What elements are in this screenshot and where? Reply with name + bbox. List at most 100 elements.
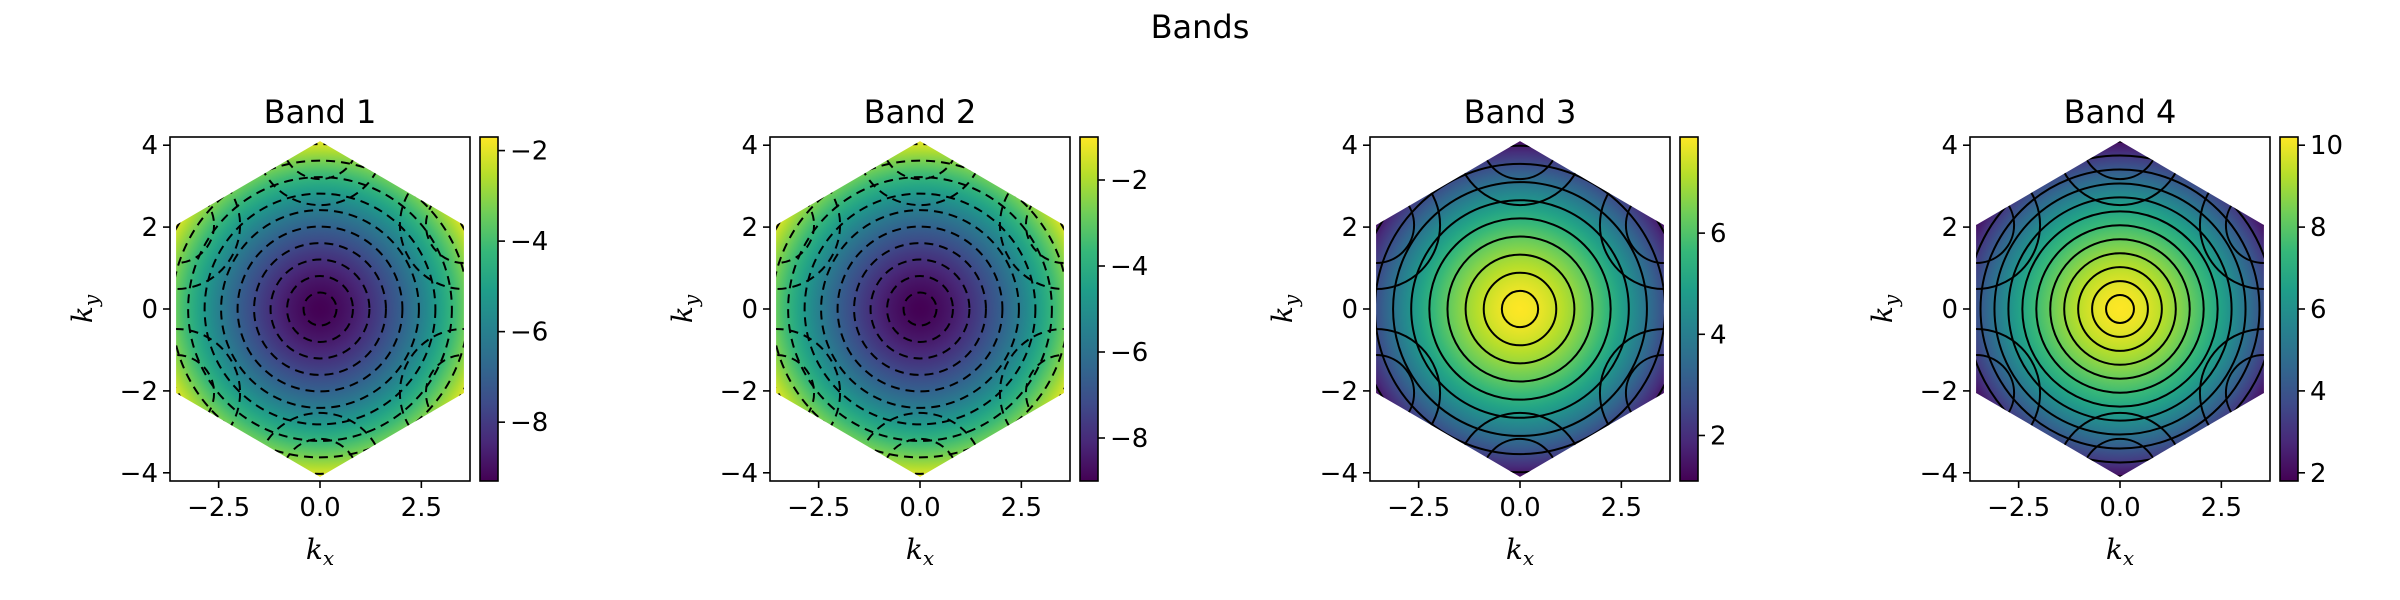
- colorbar-tick-label: 10: [2310, 131, 2343, 161]
- y-tick-label: −4: [720, 459, 758, 489]
- x-tick-label: 2.5: [401, 493, 442, 523]
- contour-line: [176, 159, 464, 459]
- contour-line: [1482, 271, 1558, 347]
- contour-line: [1392, 181, 1648, 437]
- colorbar-tick-label: −8: [510, 408, 548, 438]
- contour-line: [1624, 353, 1664, 432]
- contour-line: [2091, 280, 2149, 338]
- y-tick-label: 2: [741, 213, 758, 243]
- contour-line: [2081, 437, 2159, 477]
- contour-line: [2105, 294, 2135, 324]
- colorbar-tick-label: 4: [1710, 320, 1727, 350]
- contour-line: [776, 160, 842, 291]
- y-tick-label: −2: [1920, 377, 1958, 407]
- contour-line: [853, 242, 987, 376]
- contour-line: [869, 258, 971, 360]
- contour-line: [220, 209, 420, 409]
- contour-line: [836, 225, 1004, 393]
- x-tick-label: 2.5: [1601, 493, 1642, 523]
- colorbar-tick-label: −6: [1110, 338, 1148, 368]
- figure-title: Bands: [1151, 8, 1250, 46]
- y-tick-label: −4: [1920, 459, 1958, 489]
- contour-line: [776, 143, 1064, 475]
- contour-lines: [776, 141, 1064, 477]
- band-surface: [176, 141, 464, 477]
- contour-line: [1976, 160, 2042, 291]
- colorbar: [1079, 136, 1099, 482]
- contour-line: [1481, 141, 1559, 181]
- contour-lines: [176, 141, 464, 477]
- contour-line: [203, 192, 437, 426]
- colorbar-tick-label: −2: [510, 137, 548, 167]
- contour-line: [902, 291, 938, 327]
- contour-line: [2198, 327, 2264, 458]
- y-tick-label: 2: [141, 213, 158, 243]
- y-tick-label: 0: [1341, 295, 1358, 325]
- colorbar-tick-label: −6: [510, 318, 548, 348]
- colorbar-tick-label: 2: [1710, 421, 1727, 451]
- colorbar: [1679, 136, 1699, 482]
- y-axis-label: ky: [666, 294, 703, 323]
- contour-line: [187, 176, 453, 442]
- x-tick-label: 2.5: [2201, 493, 2242, 523]
- contour-line: [1410, 199, 1630, 419]
- contour-line: [398, 327, 464, 458]
- contour-lines: [1976, 141, 2264, 477]
- y-tick-label: 4: [741, 131, 758, 161]
- contour-line: [1500, 289, 1540, 329]
- y-tick-label: −4: [1320, 459, 1358, 489]
- contour-line: [1428, 217, 1612, 401]
- x-tick-label: 2.5: [1001, 493, 1042, 523]
- x-axis-label: kx: [906, 533, 934, 570]
- y-axis-label: ky: [1266, 294, 1303, 323]
- contour-line: [2049, 238, 2191, 380]
- contour-line: [1598, 327, 1664, 458]
- contour-line: [1376, 162, 1664, 456]
- colorbar: [479, 136, 499, 482]
- contour-line: [1455, 411, 1585, 477]
- contour-line: [1376, 186, 1416, 265]
- contour-line: [886, 275, 954, 343]
- colorbar: [2279, 136, 2299, 482]
- contour-line: [1446, 235, 1594, 383]
- contour-line: [1993, 182, 2247, 436]
- colorbar-tick-label: 6: [2310, 295, 2327, 325]
- contour-line: [1976, 154, 2264, 464]
- contour-line: [1598, 160, 1664, 291]
- y-tick-label: 2: [1941, 213, 1958, 243]
- contour-line: [776, 353, 816, 432]
- x-tick-label: −2.5: [187, 493, 250, 523]
- band-surface: [1976, 141, 2264, 477]
- x-tick-label: 0.0: [299, 493, 340, 523]
- x-tick-label: −2.5: [1387, 493, 1450, 523]
- contour-line: [1976, 186, 2016, 265]
- contour-line: [2055, 411, 2185, 477]
- y-tick-label: 0: [741, 295, 758, 325]
- contour-line: [998, 327, 1064, 458]
- contour-line: [2224, 186, 2264, 265]
- panel-band-2: Band 2 −2.5 0.0 2.5 −4 −2 0 2 4 kx ky −8 −6 −4 −2: [666, 93, 1148, 570]
- contour-line: [2077, 266, 2163, 352]
- y-tick-label: 0: [1941, 295, 1958, 325]
- contour-line: [1979, 168, 2261, 450]
- panel-title: Band 2: [864, 93, 977, 131]
- contour-line: [398, 160, 464, 291]
- contour-line: [176, 160, 242, 291]
- y-tick-label: 4: [1941, 131, 1958, 161]
- contour-line: [236, 225, 404, 393]
- contour-line: [1376, 353, 1416, 432]
- contour-line: [1624, 186, 1664, 265]
- x-tick-label: −2.5: [787, 493, 850, 523]
- contour-line: [787, 176, 1053, 442]
- contour-line: [2198, 160, 2264, 291]
- band-surface: [1376, 141, 1664, 477]
- contour-line: [776, 327, 842, 458]
- y-tick-label: 4: [141, 131, 158, 161]
- contour-line: [1481, 437, 1559, 477]
- panel-band-4: Band 4 −2.5 0.0 2.5 −4 −2 0 2 4 kx ky 2 4 6 8 10: [1866, 93, 2343, 570]
- contour-line: [803, 192, 1037, 426]
- colorbar-tick-label: 8: [2310, 213, 2327, 243]
- panel-title: Band 3: [1464, 93, 1577, 131]
- y-tick-label: −2: [1320, 377, 1358, 407]
- contour-line: [176, 327, 242, 458]
